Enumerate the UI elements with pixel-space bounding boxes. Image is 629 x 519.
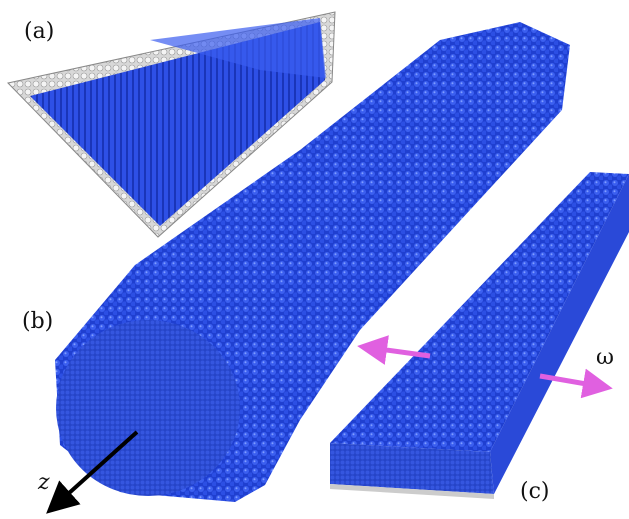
- surface: [30, 22, 325, 226]
- panel-label: (a): [24, 19, 54, 44]
- panel-label: (c): [520, 479, 550, 504]
- annotation: ω: [596, 345, 614, 370]
- bar-front: [330, 443, 494, 494]
- axis-label: z: [37, 470, 50, 495]
- bar-side: [490, 174, 629, 494]
- z-arrow: [46, 430, 139, 514]
- omega-arrow: [357, 335, 431, 365]
- panel-a: [7, 11, 336, 238]
- panel-label: (b): [22, 309, 53, 334]
- omega-arrow: [539, 368, 613, 399]
- column-end: [56, 320, 240, 496]
- panel-c: [330, 172, 629, 499]
- ridge: [150, 18, 326, 78]
- bar-top: [330, 172, 629, 452]
- bar-base: [330, 484, 494, 499]
- panel-b: [55, 22, 570, 502]
